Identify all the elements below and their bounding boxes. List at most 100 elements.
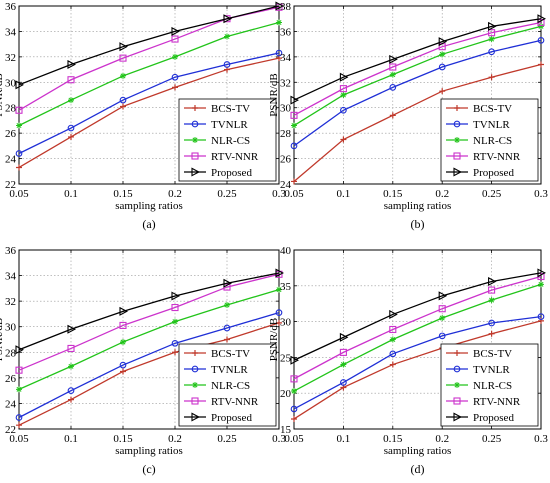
data-point: [171, 26, 180, 36]
data-point: [538, 61, 544, 68]
data-point: [290, 405, 298, 413]
data-point: [224, 301, 230, 308]
data-point: [171, 303, 179, 312]
data-point: [119, 42, 128, 52]
chart-panel-2: 0.05 0.1 0.15 0.2 0.25 0.32426283032343638sam…: [268, 1, 548, 231]
series-nlr-cs: [16, 286, 282, 393]
legend: BCS-TV TVNLR NLR-CS RTV-NNR Proposed: [440, 98, 539, 182]
data-point: [537, 14, 546, 24]
legend-item: RTV-NNR: [446, 151, 521, 163]
data-point: [15, 345, 24, 355]
data-point: [290, 95, 299, 105]
series-line: [18, 57, 280, 169]
legend-label: TVNLR: [211, 119, 248, 131]
legend-item: NLR-CS: [446, 135, 512, 147]
data-point: [275, 268, 284, 278]
data-point: [68, 133, 74, 140]
legend-item: BCS-TV: [446, 348, 512, 360]
data-point: [291, 178, 297, 185]
x-tick-label: 0.25: [482, 433, 502, 445]
series-tvnlr: [290, 313, 545, 413]
data-point: [339, 332, 349, 342]
legend-item: Proposed: [446, 412, 514, 424]
data-point: [438, 63, 446, 71]
data-point: [15, 414, 23, 421]
legend-marker: [192, 382, 198, 388]
legend-label: BCS-TV: [211, 103, 250, 115]
legend-marker: [453, 412, 462, 422]
legend-marker: [191, 120, 199, 128]
x-tick-label: 0.25: [482, 188, 502, 200]
data-point: [488, 297, 495, 304]
data-point: [339, 348, 347, 356]
data-point: [224, 33, 230, 40]
legend-marker: [454, 137, 460, 143]
legend-marker: [453, 365, 461, 373]
y-axis-label: PSNR/dB: [268, 73, 280, 116]
legend-label: Proposed: [211, 167, 252, 179]
data-point: [67, 387, 75, 394]
panel-caption: (a): [142, 217, 155, 231]
y-tick-label: 22: [5, 424, 16, 436]
y-axis-label: PSNR/dB: [0, 318, 5, 361]
data-point: [16, 164, 22, 171]
legend-item: RTV-NNR: [184, 151, 259, 163]
data-point: [15, 80, 24, 90]
series-line: [293, 63, 542, 182]
legend-item: Proposed: [184, 412, 252, 424]
x-axis-label: sampling ratios: [384, 200, 452, 212]
data-point: [120, 339, 126, 346]
data-point: [16, 122, 22, 129]
data-point: [68, 97, 74, 104]
plot-frame: [18, 5, 280, 185]
data-point: [488, 319, 495, 327]
data-point: [172, 318, 178, 325]
series-line: [293, 18, 542, 101]
series-line: [18, 21, 280, 127]
y-tick-label: 24: [5, 398, 17, 410]
chart-panel-3: 0.05 0.1 0.15 0.2 0.25 0.3 22 24 26 28 30 32 34 36 sam…: [0, 245, 286, 476]
data-point: [438, 305, 446, 313]
y-tick-label: 20: [280, 388, 292, 400]
series-proposed: [290, 14, 546, 105]
y-tick-label: 35: [280, 281, 292, 293]
y-tick-label: 30: [280, 103, 292, 115]
data-point: [67, 59, 76, 69]
legend-item: TVNLR: [446, 119, 510, 131]
data-point: [290, 111, 298, 119]
data-point: [537, 268, 546, 278]
legend-label: BCS-TV: [473, 348, 512, 360]
data-point: [488, 48, 495, 56]
x-tick-label: 0.15: [383, 188, 403, 200]
data-point: [538, 23, 544, 30]
x-tick-label: 0.25: [217, 188, 237, 200]
legend-label: NLR-CS: [473, 380, 512, 392]
data-point: [290, 142, 298, 150]
y-tick-label: 25: [280, 352, 292, 364]
legend-marker: [453, 167, 462, 177]
legend-label: RTV-NNR: [473, 151, 521, 163]
series-line: [293, 21, 542, 116]
data-point: [119, 306, 128, 316]
x-tick-label: 0.05: [284, 433, 304, 445]
legend-label: RTV-NNR: [211, 151, 259, 163]
y-tick-label: 28: [5, 347, 17, 359]
legend-marker: [192, 350, 198, 356]
legend-item: BCS-TV: [184, 348, 250, 360]
legend-label: RTV-NNR: [473, 396, 521, 408]
series-line: [293, 283, 542, 392]
data-point: [172, 53, 178, 60]
data-point: [389, 361, 396, 368]
data-point: [389, 71, 396, 78]
legend-label: TVNLR: [473, 119, 510, 131]
data-point: [119, 54, 127, 62]
series-nlr-cs: [291, 23, 544, 129]
legend-label: BCS-TV: [211, 348, 250, 360]
y-tick-label: 28: [280, 128, 292, 140]
data-point: [16, 386, 22, 393]
series-nlr-cs: [291, 281, 544, 395]
y-tick-label: 22: [5, 179, 16, 191]
data-point: [171, 73, 179, 81]
series-line: [293, 25, 542, 127]
